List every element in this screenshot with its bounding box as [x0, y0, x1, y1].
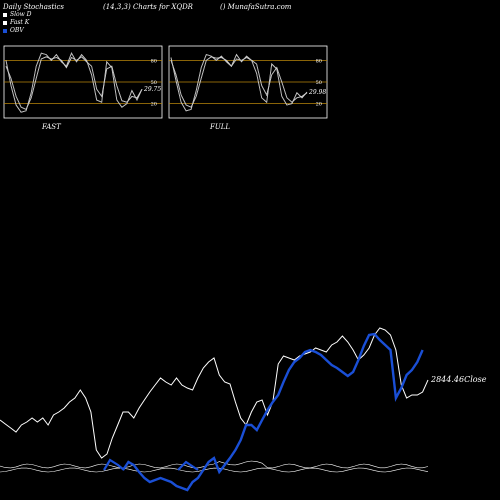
panel-title-full: FULL	[209, 123, 230, 131]
last-close-label: 2844.46Close	[430, 375, 487, 384]
ytick-label-fast-80: 80	[151, 58, 157, 64]
header-title-left: Daily Stochastics	[3, 3, 65, 11]
legend-item-fast-k: Fast K	[3, 19, 32, 27]
ytick-label-full-20: 20	[316, 102, 322, 108]
last-value-label-full: 29.98	[308, 89, 326, 96]
header-title-middle: (14,3,3) Charts for XQDR	[103, 3, 193, 11]
legend: Slow D Fast K OBV	[3, 11, 32, 35]
legend-label-slow-d: Slow D	[10, 11, 32, 18]
legend-item-slow-d: Slow D	[3, 11, 32, 19]
ytick-label-fast-20: 20	[151, 102, 157, 108]
ytick-label-full-50: 50	[316, 80, 322, 86]
legend-swatch-slow-d	[3, 13, 7, 17]
stoch-line-core-full-1	[170, 54, 308, 111]
legend-swatch-fast-k	[3, 21, 7, 25]
lower-trace-1	[0, 460, 429, 469]
obv-line-0	[122, 332, 424, 492]
lower-trace-2	[0, 467, 429, 473]
legend-swatch-obv	[3, 29, 7, 33]
panel-title-fast: FAST	[41, 123, 62, 131]
ytick-label-fast-50: 50	[151, 80, 157, 86]
last-value-label-fast: 29.75	[143, 86, 161, 93]
obv-line-early-2	[177, 460, 199, 471]
legend-label-fast-k: Fast K	[10, 19, 30, 26]
header-title-right: () MunafaSutra.com	[220, 3, 292, 11]
close-line	[0, 327, 429, 459]
last-close-value: 2844.46	[430, 375, 464, 384]
obv-line-early-1	[103, 458, 125, 471]
stoch-line-core-fast-1	[5, 52, 143, 113]
legend-label-obv: OBV	[10, 27, 24, 34]
stoch-line-core-fast-0	[5, 56, 143, 110]
stoch-line-core-full-0	[170, 56, 308, 108]
last-close-suffix: Close	[464, 375, 487, 384]
ytick-label-full-80: 80	[316, 58, 322, 64]
legend-item-obv: OBV	[3, 27, 32, 35]
